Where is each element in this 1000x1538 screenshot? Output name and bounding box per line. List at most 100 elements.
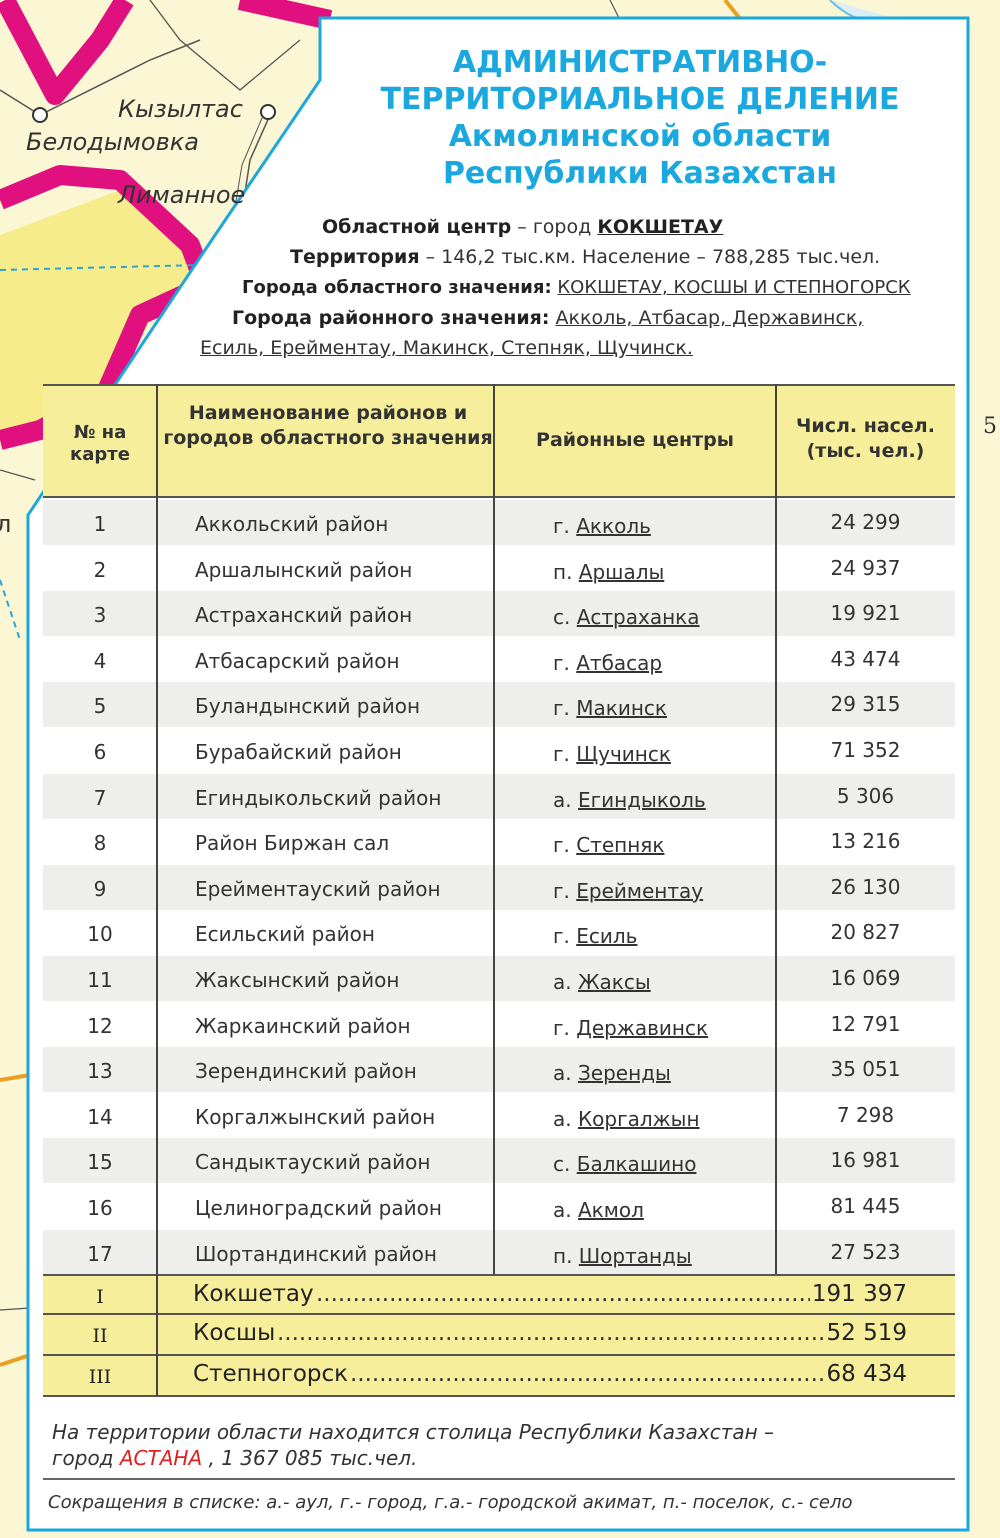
- row-num: 6: [93, 740, 107, 764]
- table-row: 14 Коргалжынский район а. Коргалжын 7 298: [43, 1093, 955, 1138]
- row-district: Целиноградский район: [195, 1196, 442, 1220]
- notes-divider: [43, 1478, 955, 1480]
- table-row: 15 Сандыктауский район с. Балкашино 16 981: [43, 1138, 955, 1184]
- leader-dots: ........................................…: [316, 1281, 810, 1307]
- row-population: 19 921: [830, 601, 901, 626]
- city-row: I Кокшетау...............................…: [43, 1274, 955, 1315]
- row-center-prefix: г.: [553, 833, 570, 858]
- row-center: г. Атбасар: [553, 651, 662, 675]
- abbreviations-note: Сокращения в списке: а.- аул, г.- город,…: [48, 1492, 853, 1513]
- row-num: 8: [93, 831, 107, 856]
- row-district: Жаксынский район: [195, 968, 400, 992]
- city-num: II: [92, 1325, 108, 1347]
- city-num: I: [96, 1286, 104, 1308]
- row-num: 13: [87, 1059, 113, 1084]
- title-line-1: АДМИНИСТРАТИВНО-: [452, 45, 828, 80]
- row-center-name: Аршалы: [578, 559, 665, 584]
- row-center-prefix: с.: [553, 605, 571, 630]
- row-population: 16 981: [830, 1148, 901, 1173]
- row-center: п. Аршалы: [553, 560, 664, 584]
- table-row: 1 Аккольский район г. Акколь 24 299: [43, 500, 955, 545]
- row-center-prefix: г.: [553, 924, 570, 949]
- table-row: 17 Шортандинский район п. Шортанды 27 523: [43, 1229, 955, 1275]
- city-row: II Косшы.................................…: [43, 1315, 955, 1356]
- row-district: Шортандинский район: [195, 1241, 437, 1266]
- row-center-prefix: г.: [553, 514, 570, 538]
- row-num: 16: [87, 1196, 113, 1220]
- map-label-limannoe: Лиманное: [118, 181, 246, 209]
- city-name: Степногорск: [193, 1361, 349, 1387]
- row-num: 9: [93, 876, 107, 901]
- row-center-prefix: г.: [553, 650, 570, 675]
- row-num: 17: [87, 1241, 113, 1266]
- district-cities-label: Города районного значения:: [232, 307, 550, 329]
- info-district-cities: Города районного значения: Акколь, Атбас…: [232, 307, 863, 329]
- table-row: 7 Егиндыкольский район а. Егиндыколь 5 306: [43, 773, 955, 819]
- center-city: КОКШЕТАУ: [597, 216, 724, 238]
- capital-note-2: город АСТАНА , 1 367 085 тыс.чел.: [52, 1446, 417, 1470]
- row-district: Район Биржан сал: [195, 831, 390, 856]
- row-district: Сандыктауский район: [195, 1150, 431, 1175]
- col-divider-1: [156, 384, 158, 1396]
- row-center-prefix: п.: [553, 559, 573, 584]
- row-center-name: Щучинск: [576, 742, 671, 766]
- table-row: 3 Астраханский район с. Астраханка 19 921: [43, 591, 955, 637]
- capital-note-prefix: город: [52, 1446, 120, 1470]
- row-district: Буландынский район: [195, 694, 421, 719]
- row-center-name: Есиль: [576, 924, 638, 949]
- city-population: 68 434: [826, 1361, 907, 1387]
- row-center: г. Макинск: [553, 696, 667, 720]
- row-center: г. Есиль: [553, 924, 637, 948]
- row-center-prefix: а.: [553, 970, 572, 994]
- leader-dots: ........................................…: [350, 1361, 825, 1387]
- row-center-prefix: с.: [553, 1152, 571, 1177]
- oblast-cities: КОКШЕТАУ, КОСШЫ И СТЕПНОГОРСК: [557, 277, 911, 298]
- row-center: а. Коргалжын: [553, 1107, 700, 1131]
- table-row: 8 Район Биржан сал г. Степняк 13 216: [43, 819, 955, 864]
- row-num: 10: [87, 922, 113, 947]
- row-center-prefix: а.: [553, 1061, 572, 1086]
- row-population: 12 791: [830, 1011, 901, 1036]
- city-population: 52 519: [826, 1320, 907, 1346]
- info-territory: Территория – 146,2 тыс.км. Население – 7…: [290, 246, 880, 268]
- row-district: Есильский район: [195, 922, 375, 947]
- title-line-3: Акмолинской области: [448, 119, 832, 154]
- city-num: III: [88, 1366, 112, 1388]
- row-district: Аккольский район: [195, 512, 389, 536]
- row-population: 81 445: [830, 1194, 901, 1218]
- row-population: 24 299: [830, 510, 901, 534]
- row-center-name: Егиндыколь: [577, 787, 706, 812]
- row-center-prefix: г.: [553, 1015, 570, 1040]
- row-num: 3: [93, 603, 107, 628]
- row-district: Коргалжынский район: [195, 1104, 436, 1129]
- row-population: 35 051: [830, 1057, 901, 1082]
- row-district: Бурабайский район: [195, 740, 402, 764]
- row-center: а. Жаксы: [553, 970, 651, 994]
- row-center-name: Жаксы: [577, 970, 651, 994]
- table-row: 11 Жаксынский район а. Жаксы 16 069: [43, 956, 955, 1001]
- row-num: 5: [93, 694, 107, 719]
- row-center-name: Степняк: [576, 833, 665, 858]
- row-center-prefix: г.: [553, 696, 570, 721]
- header-num: № на карте: [70, 422, 130, 465]
- row-center-name: Коргалжын: [577, 1106, 700, 1131]
- row-num: 1: [93, 512, 107, 536]
- row-district: Ерейментауский район: [195, 876, 441, 901]
- row-center-name: Атбасар: [576, 650, 663, 675]
- title-line-2: ТЕРРИТОРИАЛЬНОЕ ДЕЛЕНИЕ: [380, 82, 900, 117]
- settlement-belodymovka: [32, 107, 48, 123]
- row-population: 7 298: [836, 1102, 895, 1127]
- title-line-4: Республики Казахстан: [442, 156, 838, 191]
- row-center-name: Зеренды: [577, 1061, 671, 1086]
- row-district: Атбасарский район: [195, 648, 400, 673]
- oblast-cities-label: Города областного значения:: [242, 277, 552, 298]
- row-district: Егиндыкольский район: [195, 785, 442, 810]
- info-center: Областной центр – город КОКШЕТАУ: [322, 216, 723, 238]
- map-label-kyzyltas: Кызылтас: [118, 95, 243, 123]
- edge-page-number: 5: [983, 414, 997, 439]
- header-center: Районные центры: [536, 429, 734, 451]
- col-divider-3: [775, 384, 777, 1274]
- row-center-name: Державинск: [576, 1015, 709, 1040]
- city-population: 191 397: [811, 1281, 907, 1307]
- row-population: 13 216: [830, 829, 901, 854]
